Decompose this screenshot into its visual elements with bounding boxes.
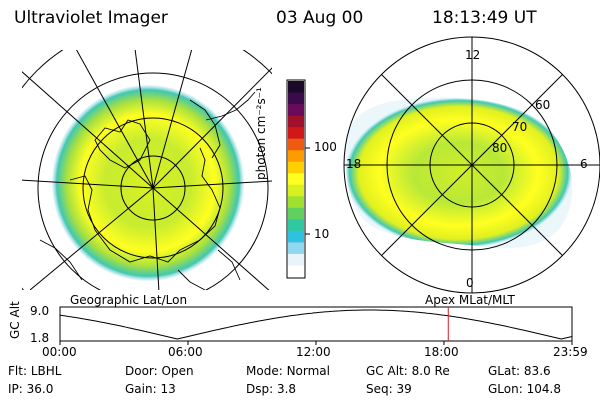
info-gc-alt: GC Alt: 8.0 Re (366, 364, 450, 378)
lat-label-80: 80 (492, 141, 508, 155)
altitude-axis-label: GC Alt (8, 301, 22, 339)
mlt-label-6: 6 (580, 157, 588, 171)
colorbar-tick-10: 10 (314, 227, 330, 241)
colorbar-band (288, 150, 304, 163)
colorbar-band (288, 81, 304, 94)
altitude-ytick-top: 9.0 (30, 304, 50, 318)
info-glon: GLon: 104.8 (488, 382, 561, 396)
mlt-label-18: 18 (346, 157, 362, 171)
altitude-xtick-2: 12:00 (296, 345, 331, 359)
geographic-image (22, 50, 272, 290)
colorbar-tick-100: 100 (314, 140, 337, 154)
colorbar-band (288, 173, 304, 186)
info-seq: Seq: 39 (366, 382, 412, 396)
colorbar-band (288, 196, 304, 209)
altitude-ytick-bottom: 1.8 (30, 331, 50, 345)
colorbar (286, 79, 310, 279)
info-mode: Mode: Normal (246, 364, 330, 378)
time-label: 18:13:49 UT (432, 8, 537, 28)
info-glat: GLat: 83.6 (488, 364, 551, 378)
mlt-label-12: 12 (465, 48, 481, 62)
lat-label-70: 70 (512, 120, 528, 134)
info-flt: Flt: LBHL (8, 364, 62, 378)
info-ip: IP: 36.0 (8, 382, 54, 396)
coastline-icon (39, 91, 256, 290)
mlt-label-0: 0 (466, 276, 474, 290)
colorbar-band (288, 242, 304, 255)
altitude-xtick-3: 18:00 (424, 345, 459, 359)
colorbar-band (288, 184, 304, 197)
info-door: Door: Open (125, 364, 194, 378)
geographic-caption: Geographic Lat/Lon (70, 293, 188, 307)
colorbar-unit-label: photon cm⁻²s⁻¹ (254, 87, 268, 180)
instrument-title: Ultraviolet Imager (14, 8, 168, 28)
colorbar-band (288, 265, 304, 278)
colorbar-band (288, 253, 304, 266)
apex-caption: Apex MLat/MLT (425, 293, 515, 307)
date-label: 03 Aug 00 (276, 8, 364, 28)
info-gain: Gain: 13 (125, 382, 176, 396)
altitude-xtick-0: 00:00 (42, 345, 77, 359)
colorbar-band (288, 92, 304, 105)
colorbar-band (288, 207, 304, 220)
altitude-xtick-4: 23:59 (553, 345, 588, 359)
colorbar-band (288, 104, 304, 117)
colorbar-band (288, 219, 304, 232)
colorbar-band (288, 230, 304, 243)
colorbar-band (288, 127, 304, 140)
colorbar-band (288, 161, 304, 174)
info-dsp: Dsp: 3.8 (246, 382, 297, 396)
colorbar-band (288, 115, 304, 128)
altitude-xtick-1: 06:00 (168, 345, 203, 359)
lat-label-60: 60 (535, 98, 551, 112)
colorbar-band (288, 138, 304, 151)
polar-image (343, 36, 600, 294)
